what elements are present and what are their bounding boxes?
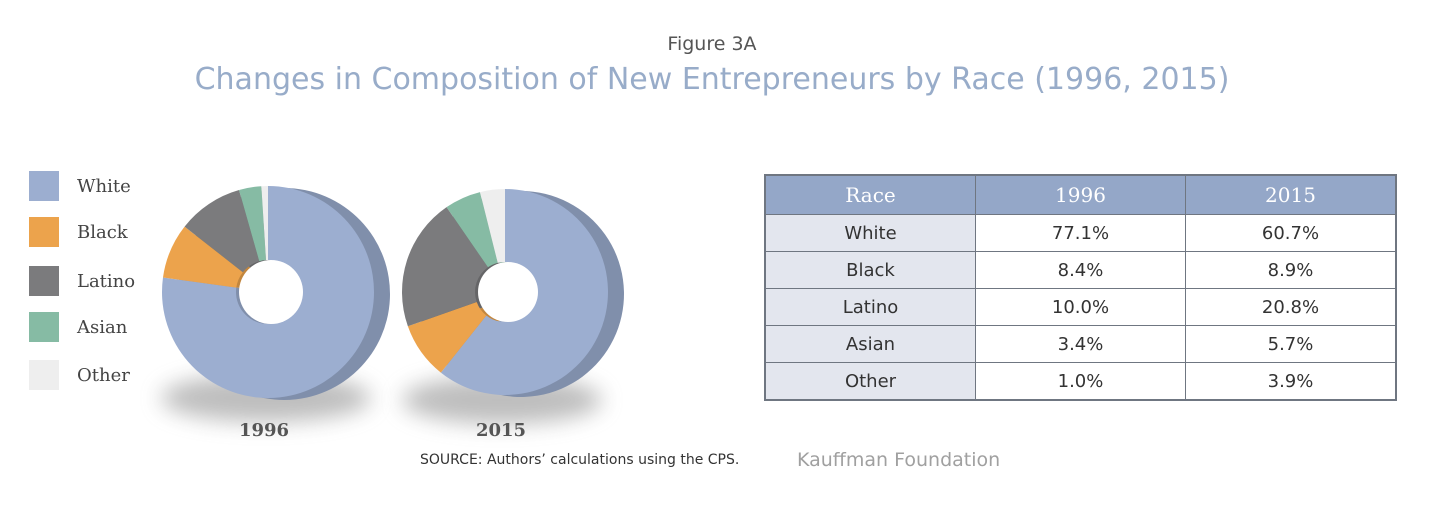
table-cell-race: White bbox=[764, 214, 976, 252]
chart-title: Changes in Composition of New Entreprene… bbox=[194, 62, 1230, 97]
table-cell-2015: 3.9% bbox=[1185, 362, 1397, 401]
legend-label-black: Black bbox=[77, 222, 128, 243]
pie-charts: 1996 2015 bbox=[161, 186, 624, 441]
table-cell-race: Latino bbox=[764, 288, 976, 326]
legend-label-other: Other bbox=[77, 365, 130, 386]
legend-item-asian: Asian bbox=[29, 312, 169, 344]
pie-1996 bbox=[161, 186, 390, 400]
table-cell-1996: 10.0% bbox=[975, 288, 1186, 326]
pie-1996-slice-latino bbox=[184, 190, 260, 273]
table-header-1996: 1996 bbox=[975, 174, 1186, 215]
table-header-race: Race bbox=[764, 174, 976, 215]
table-cell-race: Black bbox=[764, 251, 976, 289]
pie-2015 bbox=[401, 189, 624, 397]
table-row: Other 1.0% 3.9% bbox=[764, 362, 1397, 401]
pie-2015-hole bbox=[478, 262, 538, 322]
table-header-row: Race 1996 2015 bbox=[764, 174, 1397, 215]
legend-item-white: White bbox=[29, 171, 169, 203]
legend-item-other: Other bbox=[29, 360, 169, 392]
table-row: White 77.1% 60.7% bbox=[764, 214, 1397, 252]
source-note: SOURCE: Authors’ calculations using the … bbox=[420, 452, 740, 468]
table-row: Latino 10.0% 20.8% bbox=[764, 288, 1397, 326]
table-cell-2015: 20.8% bbox=[1185, 288, 1397, 326]
table-header-2015: 2015 bbox=[1185, 174, 1397, 215]
pie-2015-slice-white bbox=[440, 189, 608, 395]
figure-label: Figure 3A bbox=[667, 33, 757, 55]
pie-label-2015: 2015 bbox=[476, 420, 526, 441]
table-cell-1996: 77.1% bbox=[975, 214, 1186, 252]
table-row: Black 8.4% 8.9% bbox=[764, 251, 1397, 289]
legend-swatch-other bbox=[29, 360, 59, 390]
data-table: Race 1996 2015 White 77.1% 60.7% Black 8… bbox=[764, 174, 1397, 401]
legend-label-asian: Asian bbox=[77, 317, 128, 338]
table-cell-1996: 1.0% bbox=[975, 362, 1186, 401]
legend-swatch-black bbox=[29, 217, 59, 247]
pie-1996-slice-asian bbox=[239, 186, 266, 262]
pie-1996-hole bbox=[239, 260, 303, 324]
table-cell-2015: 8.9% bbox=[1185, 251, 1397, 289]
table-cell-race: Asian bbox=[764, 325, 976, 363]
brand-name: Kauffman Foundation bbox=[797, 449, 1001, 471]
legend-item-black: Black bbox=[29, 217, 169, 249]
legend-label-latino: Latino bbox=[77, 271, 136, 292]
table-row: Asian 3.4% 5.7% bbox=[764, 325, 1397, 363]
pie-2015-slice-asian bbox=[446, 192, 498, 268]
legend-item-latino: Latino bbox=[29, 266, 169, 298]
pie-2015-slice-black bbox=[407, 301, 487, 373]
table-cell-1996: 3.4% bbox=[975, 325, 1186, 363]
pie-1996-slice-white bbox=[161, 186, 374, 398]
table-cell-2015: 5.7% bbox=[1185, 325, 1397, 363]
pie-1996-slice-black bbox=[162, 226, 243, 288]
pie-1996-slice-other bbox=[261, 186, 268, 261]
pie-2015-slice-latino bbox=[401, 207, 488, 327]
legend-swatch-latino bbox=[29, 266, 59, 296]
legend-swatch-white bbox=[29, 171, 59, 201]
table-cell-1996: 8.4% bbox=[975, 251, 1186, 289]
table-cell-race: Other bbox=[764, 362, 976, 401]
legend-swatch-asian bbox=[29, 312, 59, 342]
pie-label-1996: 1996 bbox=[239, 420, 289, 441]
pie-2015-slice-other bbox=[480, 189, 505, 263]
table-cell-2015: 60.7% bbox=[1185, 214, 1397, 252]
legend-label-white: White bbox=[77, 176, 131, 197]
